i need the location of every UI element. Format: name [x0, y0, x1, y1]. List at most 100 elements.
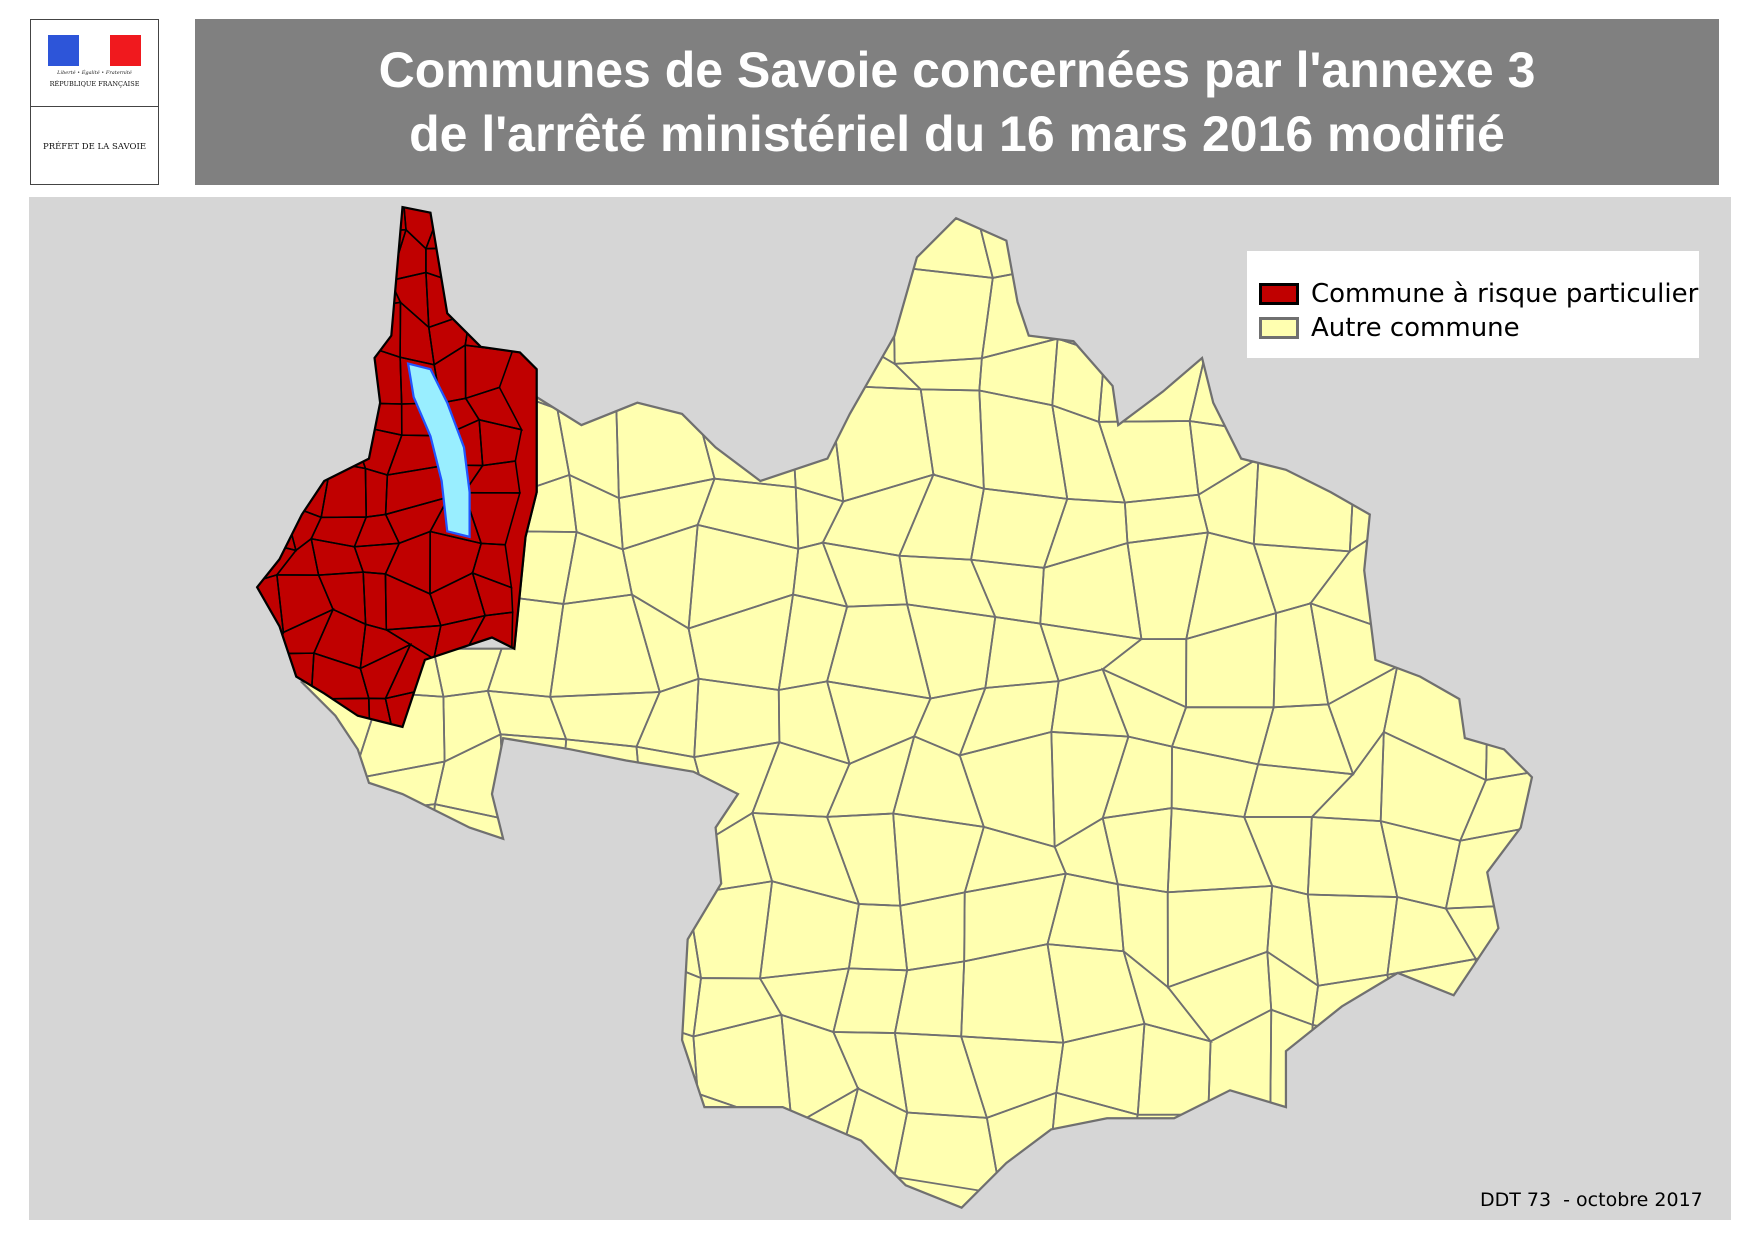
prefecture-logo: Liberté • Égalité • Fraternité RÉPUBLIQU…	[30, 19, 159, 185]
title-line-2: de l'arrêté ministériel du 16 mars 2016 …	[409, 106, 1505, 162]
commune-boundary	[301, 814, 355, 908]
motto: Liberté • Égalité • Fraternité	[57, 70, 132, 76]
commune-boundary	[257, 304, 298, 345]
commune-boundary	[257, 458, 287, 505]
commune-boundary	[277, 267, 314, 308]
map: Commune à risque particulier Autre commu…	[29, 197, 1731, 1220]
commune-boundary	[485, 256, 568, 336]
commune-boundary	[301, 1008, 373, 1094]
savoie-communes-map	[255, 205, 1534, 1210]
marianne-flag-icon	[48, 35, 141, 66]
commune-boundary	[557, 806, 643, 914]
commune-boundary	[1339, 348, 1410, 418]
commune-boundary	[557, 1008, 661, 1125]
commune-boundary	[257, 265, 292, 313]
commune-boundary	[351, 881, 452, 980]
commune-boundary	[1247, 1106, 1311, 1173]
commune-boundary	[487, 881, 589, 975]
commune-boundary	[1458, 767, 1532, 842]
commune-boundary	[634, 806, 717, 914]
commune-boundary	[301, 1085, 370, 1161]
commune-boundary	[301, 747, 354, 847]
commune-boundary	[503, 817, 575, 893]
commune-boundary	[471, 239, 515, 290]
commune-boundary	[257, 631, 285, 669]
commune-boundary	[281, 697, 313, 727]
commune-boundary	[692, 332, 792, 401]
commune-boundary	[368, 697, 396, 727]
commune-boundary	[257, 685, 289, 727]
commune-boundary	[302, 902, 385, 981]
commune-boundary	[410, 1089, 495, 1173]
commune-boundary	[1453, 1084, 1532, 1191]
commune-boundary	[645, 1077, 699, 1158]
commune-boundary	[625, 218, 721, 280]
commune-boundary	[284, 419, 333, 463]
commune-boundary	[301, 262, 374, 359]
commune-boundary	[1378, 530, 1475, 641]
commune-boundary	[426, 881, 514, 960]
commune-boundary	[557, 1076, 661, 1158]
republic-label: RÉPUBLIQUE FRANÇAISE	[49, 80, 140, 88]
commune-boundary	[572, 889, 657, 975]
legend-label: Autre commune	[1311, 313, 1520, 343]
title-bar: Communes de Savoie concernées par l'anne…	[195, 19, 1719, 185]
commune-boundary	[301, 942, 384, 1053]
commune-boundary	[310, 697, 371, 727]
commune-boundary	[289, 232, 328, 288]
commune-boundary	[614, 350, 697, 404]
commune-boundary	[474, 957, 589, 1059]
legend-swatch-red	[1259, 283, 1299, 305]
commune-boundary	[1378, 472, 1483, 537]
commune-boundary	[473, 1016, 560, 1125]
commune-boundary	[346, 1091, 446, 1157]
legend-label: Commune à risque particulier	[1311, 279, 1699, 309]
commune-boundary	[257, 226, 293, 270]
commune-boundary	[310, 341, 359, 404]
commune-boundary	[1405, 1082, 1469, 1187]
commune-boundary	[1472, 608, 1529, 681]
commune-boundary	[291, 395, 318, 433]
commune-boundary	[1073, 218, 1121, 272]
commune-boundary	[310, 306, 359, 345]
commune-boundary	[553, 333, 648, 410]
commune-boundary	[1398, 1044, 1475, 1101]
commune-boundary	[1128, 1113, 1213, 1175]
commune-boundary	[1387, 355, 1458, 430]
commune-boundary	[1466, 1045, 1532, 1101]
commune-boundary	[1317, 218, 1414, 259]
commune-boundary	[1467, 474, 1532, 550]
commune-boundary	[1207, 1106, 1272, 1175]
commune-boundary	[310, 396, 355, 426]
commune-boundary	[469, 276, 518, 327]
commune-boundary	[257, 341, 298, 400]
commune-boundary	[713, 218, 778, 280]
commune-boundary	[1472, 943, 1532, 1054]
commune-boundary	[477, 218, 574, 291]
commune-boundary	[257, 652, 289, 709]
commune-boundary	[486, 1089, 562, 1173]
commune-boundary	[301, 218, 354, 286]
commune-boundary	[757, 218, 855, 259]
commune-boundary	[257, 424, 295, 467]
lac-du-bourget	[406, 362, 471, 539]
commune-boundary	[370, 949, 452, 1054]
commune-boundary	[1447, 387, 1532, 494]
commune-boundary	[1444, 825, 1532, 910]
commune-boundary	[315, 419, 367, 470]
commune-boundary	[348, 207, 407, 233]
legend-swatch-yellow	[1259, 317, 1299, 339]
commune-boundary	[277, 304, 332, 344]
prefecture-label: PRÉFET DE LA SAVOIE	[42, 142, 147, 152]
commune-boundary	[257, 207, 293, 235]
commune-boundary	[1307, 1023, 1426, 1118]
commune-boundary	[556, 958, 658, 1061]
commune-boundary	[435, 949, 491, 1019]
commune-boundary	[290, 341, 332, 399]
commune-boundary	[1103, 218, 1216, 289]
commune-boundary	[841, 218, 919, 268]
commune-boundary	[1387, 401, 1484, 494]
commune-boundary	[367, 1007, 445, 1096]
commune-boundary	[693, 255, 760, 364]
legend-item-risk: Commune à risque particulier	[1259, 279, 1698, 309]
